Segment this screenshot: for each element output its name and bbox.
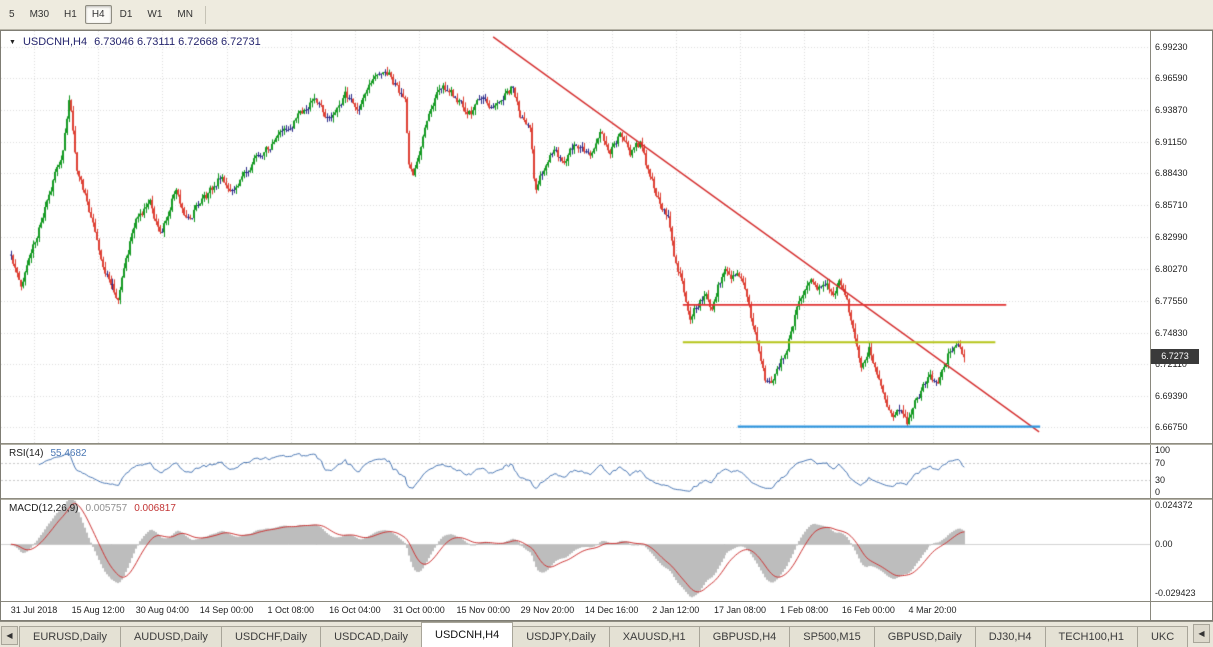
collapse-triangle-icon[interactable]: ▼	[9, 38, 16, 46]
rsi-axis-label: 30	[1155, 475, 1166, 486]
time-axis-label: 14 Sep 00:00	[199, 605, 254, 615]
time-axis-label: 15 Nov 00:00	[456, 605, 511, 615]
chart-tabs-bar: ◀ EURUSD,Daily AUDUSD,Daily USDCHF,Daily US…	[0, 621, 1213, 647]
macd-main-value: 0.005757	[85, 503, 128, 514]
macd-axis[interactable]: 0.024372 0.00 -0.029423	[1150, 500, 1211, 601]
time-axis-label: 16 Oct 04:00	[329, 605, 381, 615]
tab-scroll-left-button[interactable]: ◀	[1, 626, 18, 645]
time-axis-label: 17 Jan 08:00	[713, 605, 766, 615]
chart-tab-usdcad-daily[interactable]: USDCAD,Daily	[320, 626, 423, 647]
price-axis-label: 6.66750	[1155, 422, 1188, 433]
chart-tab-ukc[interactable]: UKC	[1136, 626, 1189, 647]
chart-symbol-period: USDCNH,H4	[22, 36, 88, 48]
chart-tab-tech100-h1[interactable]: TECH100,H1	[1044, 626, 1138, 647]
timeframe-button-h1[interactable]: H1	[64, 9, 77, 20]
timeframe-button-w1[interactable]: W1	[147, 9, 163, 20]
rsi-axis-label: 100	[1155, 445, 1171, 455]
macd-plot-area: MACD(12,26,9) 0.005757 0.006817	[1, 500, 1150, 601]
rsi-axis-label: 0	[1155, 487, 1161, 497]
chart-tab-audusd-daily[interactable]: AUDUSD,Daily	[119, 626, 222, 647]
time-axis-label: 14 Dec 16:00	[584, 605, 639, 615]
price-axis-label: 6.80270	[1155, 263, 1188, 274]
time-axis-label: 1 Feb 08:00	[780, 605, 829, 615]
rsi-chart-canvas[interactable]	[1, 445, 1150, 498]
time-axis-label: 29 Nov 20:00	[520, 605, 575, 615]
chart-tab-eurusd-daily[interactable]: EURUSD,Daily	[19, 626, 121, 647]
time-axis-label: 31 Jul 2018	[10, 605, 58, 615]
price-axis-label: 6.93870	[1155, 104, 1188, 115]
time-axis-label: 30 Aug 04:00	[135, 605, 189, 615]
macd-axis-label: 0.00	[1155, 539, 1173, 550]
macd-axis-label: -0.029423	[1155, 587, 1196, 598]
panel-splitter[interactable]	[1, 443, 1212, 445]
time-axis-label: 15 Aug 12:00	[71, 605, 125, 615]
timeframe-button-d1[interactable]: D1	[119, 9, 133, 20]
timeframe-button-5[interactable]: 5	[9, 9, 15, 20]
chart-tab-usdchf-daily[interactable]: USDCHF,Daily	[220, 626, 322, 647]
time-axis-label: 16 Feb 00:00	[841, 605, 895, 615]
price-axis-label: 6.99230	[1155, 42, 1188, 53]
time-axis-labels: 31 Jul 2018 15 Aug 12:00 30 Aug 04:00 14 Se…	[1, 602, 1150, 620]
macd-chart-canvas[interactable]	[1, 500, 1150, 601]
rsi-panel: RSI(14) 55.4682 100 70 30 0	[1, 445, 1212, 498]
timeframe-button-m30[interactable]: M30	[29, 9, 50, 20]
time-axis-label: 4 Mar 20:00	[908, 605, 957, 615]
chart-window: ▼ USDCNH,H4 6.73046 6.73111 6.72668 6.72…	[0, 30, 1213, 621]
price-axis-label: 6.69390	[1155, 391, 1188, 402]
time-axis-corner	[1150, 602, 1211, 620]
rsi-axis-label: 70	[1155, 457, 1166, 468]
price-axis-label: 6.91150	[1155, 136, 1187, 147]
timeframe-button-mn[interactable]: MN	[177, 9, 193, 20]
chart-tab-dj30-h4[interactable]: DJ30,H4	[974, 626, 1046, 647]
chart-ohlc-values: 6.73046 6.73111 6.72668 6.72731	[94, 36, 261, 48]
price-axis-label: 6.96590	[1155, 72, 1188, 83]
price-axis-label: 6.77550	[1155, 295, 1188, 306]
chart-tab-gbpusd-h4[interactable]: GBPUSD,H4	[698, 626, 791, 647]
price-plot-area: ▼ USDCNH,H4 6.73046 6.73111 6.72668 6.72…	[1, 31, 1150, 443]
timeframe-button-h4[interactable]: H4	[84, 5, 112, 24]
chart-tab-gbpusd-daily[interactable]: GBPUSD,Daily	[873, 626, 976, 647]
price-axis-label: 6.74830	[1155, 327, 1188, 338]
current-price-badge: 6.7273	[1151, 349, 1199, 365]
chart-title: ▼ USDCNH,H4 6.73046 6.73111 6.72668 6.72…	[9, 36, 261, 48]
chart-tabs: EURUSD,Daily AUDUSD,Daily USDCHF,Daily USDC…	[19, 622, 1189, 647]
chart-tab-sp500-m15[interactable]: SP500,M15	[789, 626, 875, 647]
time-axis-label: 2 Jan 12:00	[652, 605, 700, 615]
tab-scroll-right-button[interactable]: ◀	[1193, 624, 1210, 643]
price-axis[interactable]: 6.7273 6.99230 6.96590 6.93870 6.91150 6.884…	[1150, 31, 1211, 443]
price-axis-label: 6.72110	[1155, 359, 1187, 370]
time-axis[interactable]: 31 Jul 2018 15 Aug 12:00 30 Aug 04:00 14 Se…	[1, 601, 1212, 620]
price-axis-label: 6.82990	[1155, 232, 1188, 243]
macd-title: MACD(12,26,9) 0.005757 0.006817	[9, 503, 176, 514]
rsi-value: 55.4682	[50, 448, 87, 459]
macd-axis-label: 0.024372	[1155, 500, 1193, 510]
timeframe-toolbar: 5 M30 H1 H4 D1 W1 MN	[0, 0, 1213, 30]
timeframe-buttons-group: 5 M30 H1 H4 D1 W1 MN	[2, 5, 200, 24]
panel-splitter[interactable]	[1, 498, 1212, 500]
chart-tab-xauusd-h1[interactable]: XAUUSD,H1	[608, 626, 700, 647]
time-axis-label: 1 Oct 08:00	[267, 605, 314, 615]
macd-signal-value: 0.006817	[134, 503, 176, 514]
rsi-axis[interactable]: 100 70 30 0	[1150, 445, 1211, 498]
rsi-plot-area: RSI(14) 55.4682	[1, 445, 1150, 498]
price-axis-label: 6.88430	[1155, 168, 1188, 179]
rsi-title: RSI(14) 55.4682	[9, 448, 87, 459]
chart-tab-usdjpy-daily[interactable]: USDJPY,Daily	[512, 626, 610, 647]
toolbar-separator	[204, 5, 206, 24]
price-chart-canvas[interactable]	[1, 31, 1150, 443]
rsi-name: RSI(14)	[9, 448, 44, 459]
price-axis-label: 6.85710	[1155, 200, 1188, 211]
macd-panel: MACD(12,26,9) 0.005757 0.006817 0.024372…	[1, 500, 1212, 601]
time-axis-label: 31 Oct 00:00	[393, 605, 445, 615]
price-panel: ▼ USDCNH,H4 6.73046 6.73111 6.72668 6.72…	[1, 31, 1212, 443]
macd-name: MACD(12,26,9)	[9, 503, 79, 514]
chart-tab-usdcnh-h4[interactable]: USDCNH,H4	[421, 622, 514, 647]
